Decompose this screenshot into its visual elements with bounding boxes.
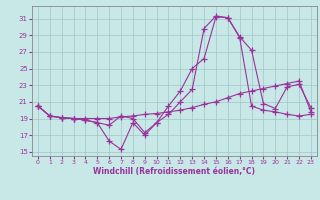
X-axis label: Windchill (Refroidissement éolien,°C): Windchill (Refroidissement éolien,°C) — [93, 167, 255, 176]
